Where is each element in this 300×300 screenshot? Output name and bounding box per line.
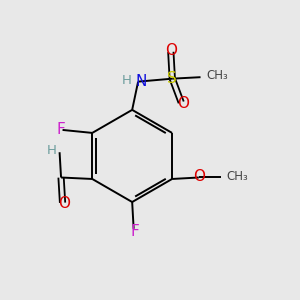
Text: O: O (165, 43, 177, 58)
Text: CH₃: CH₃ (226, 170, 248, 183)
Text: N: N (135, 74, 147, 88)
Text: CH₃: CH₃ (206, 69, 228, 82)
Text: F: F (131, 224, 140, 238)
Text: S: S (167, 71, 177, 86)
Text: H: H (47, 144, 57, 157)
Text: O: O (177, 95, 189, 110)
Text: O: O (194, 169, 206, 184)
Text: F: F (57, 122, 65, 136)
Text: O: O (58, 196, 70, 211)
Text: H: H (122, 74, 132, 87)
